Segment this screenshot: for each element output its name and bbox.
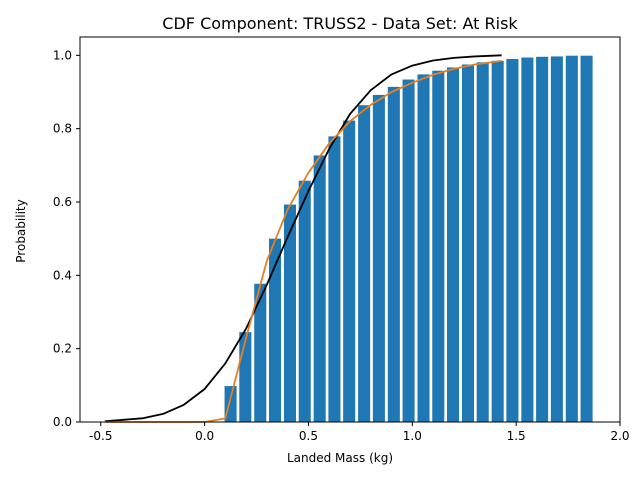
axes-frame [79,36,621,423]
bar [476,62,489,423]
bar [580,55,593,422]
y-tick-label: 0.8 [53,122,72,136]
bar [550,56,563,423]
bar [343,120,356,422]
bar [298,180,311,422]
x-tick-label: 0.5 [299,429,318,443]
y-tick-label: 0.6 [53,195,72,209]
y-tick-label: 0.0 [53,415,72,429]
bar [461,64,474,422]
bar [372,94,385,423]
bar [521,57,534,422]
normal-cdf-line [104,54,502,423]
y-axis-label: Probability [14,199,28,262]
y-tick-label: 0.4 [53,268,72,282]
bar [417,74,430,423]
bar [313,155,326,422]
bar [565,55,578,422]
x-tick-label: 2.0 [610,429,629,443]
x-tick-label: 1.5 [507,429,526,443]
bar [402,79,415,422]
x-axis-label: Landed Mass (kg) [287,451,393,465]
x-tick-label: 0.0 [195,429,214,443]
bar [387,86,400,423]
bar [536,56,549,423]
bar [432,70,445,422]
bar [446,67,460,423]
bar [269,238,282,422]
bar [283,204,296,422]
chart-title: CDF Component: TRUSS2 - Data Set: At Ris… [162,14,518,33]
bar [239,332,252,422]
x-tick-label: -0.5 [89,429,112,443]
y-tick-label: 1.0 [53,48,72,62]
bar [358,105,371,422]
x-tick-label: 1.0 [403,429,422,443]
y-tick-label: 0.2 [53,342,72,356]
bar [254,283,267,422]
bar [491,60,504,422]
bar [506,59,519,422]
bar [328,136,341,422]
plot-area: -0.5 0.0 0.5 1.0 1.5 2.0 0.0 0.2 0.4 0.6 0.8 1.0 [53,36,630,443]
